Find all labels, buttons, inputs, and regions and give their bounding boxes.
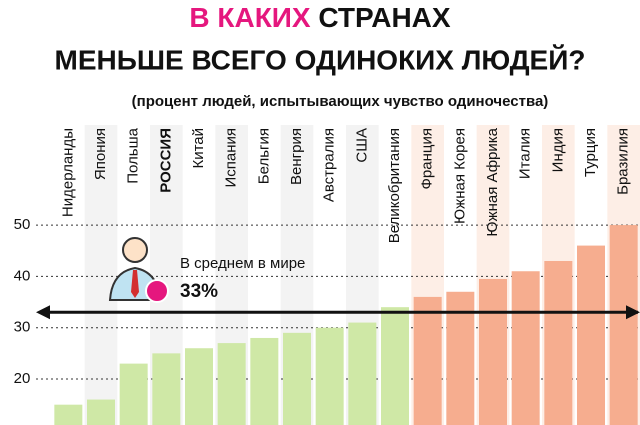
icon-badge [145,279,169,303]
bar [185,348,213,425]
y-tick-label: 20 [14,370,31,387]
title-part: СТРАНАХ [318,2,451,33]
average-label: В среднем в мире [180,255,305,272]
x-category-label: Бразилия [615,128,632,195]
x-category-label: Венгрия [288,128,305,185]
bar [315,327,344,425]
y-tick-label: 40 [14,267,31,284]
x-category-label: Турция [582,128,599,177]
icon-head [122,237,148,263]
arrow-head-left [36,305,50,320]
y-tick-label: 30 [14,319,31,336]
bar [479,278,507,425]
x-category-label: Испания [223,128,240,188]
title-highlight: В КАКИХ [189,2,311,33]
x-category-label: Франция [419,128,436,189]
x-category-label: Южная Корея [451,128,468,224]
x-category-label: Австралия [321,128,338,202]
bar [446,291,475,425]
chart-title-line2: МЕНЬШЕ ВСЕГО ОДИНОКИХ ЛЮДЕЙ? [55,43,586,75]
bar [381,307,409,425]
x-category-label: Нидерланды [59,128,76,217]
x-category-label: Индия [549,128,566,172]
bar [283,332,311,425]
x-category-label: РОССИЯ [157,128,174,193]
x-category-label: Япония [92,128,109,180]
bar [511,271,540,425]
icon-tie [131,270,139,298]
x-category-label: Бельгия [255,128,272,184]
bar [544,260,573,425]
y-tick-label: 50 [14,216,31,233]
x-category-label: Южная Африка [484,127,501,236]
bar [87,399,115,425]
bar [54,404,83,425]
bar [217,343,246,425]
bar [577,245,605,425]
x-category-label: Китай [190,128,207,169]
subtitle: (процент людей, испытывающих чувство оди… [132,93,549,110]
bar [250,337,279,425]
chart-title-line1: В КАКИХ СТРАНАХ [189,2,450,33]
x-category-label: Италия [517,128,534,179]
x-category-label: Польша [125,127,142,183]
bar [119,363,148,425]
average-value: 33% [180,281,218,302]
x-category-label: Великобритания [386,128,403,243]
bar [413,296,442,425]
bar [609,225,638,425]
column-shade [84,125,118,425]
bar [152,353,181,425]
x-category-label: США [353,128,370,163]
bar [348,322,377,425]
arrow-head-right [626,305,640,320]
